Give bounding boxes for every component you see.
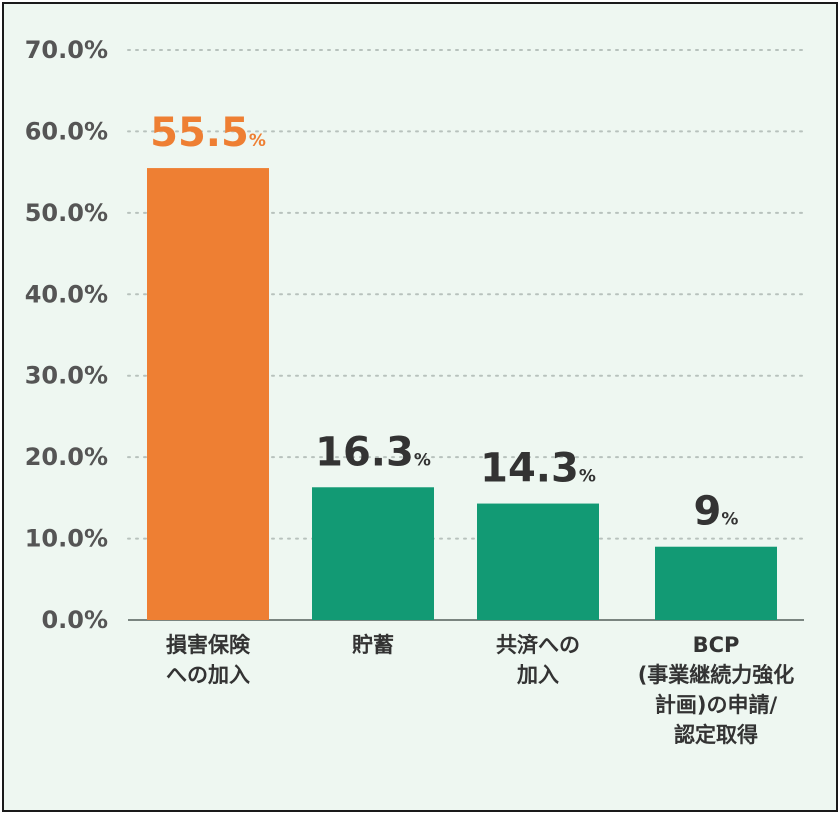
data-label: 9%	[694, 489, 739, 535]
data-label-unit: %	[579, 467, 596, 487]
y-tick-label: 20.0%	[25, 443, 108, 471]
data-label-unit: %	[721, 510, 738, 530]
category-label: 加入	[516, 663, 559, 687]
bar	[655, 546, 777, 620]
y-tick-label: 30.0%	[25, 362, 108, 390]
category-label: 損害保険	[166, 633, 251, 657]
bar	[477, 503, 599, 620]
y-tick-label: 60.0%	[25, 117, 108, 145]
y-tick-label: 0.0%	[41, 606, 108, 634]
y-tick-label: 40.0%	[25, 280, 108, 308]
data-label-value: 9	[694, 489, 722, 535]
bar	[312, 487, 434, 620]
y-tick-label: 10.0%	[25, 525, 108, 553]
data-label-value: 16.3	[315, 429, 414, 475]
data-label-value: 55.5	[150, 110, 249, 156]
category-label: (事業継続力強化	[638, 663, 795, 687]
y-tick-label: 70.0%	[25, 36, 108, 64]
category-label: 共済への	[496, 633, 580, 657]
category-label: への加入	[166, 663, 250, 687]
data-label: 14.3%	[480, 446, 596, 492]
category-label: 貯蓄	[352, 633, 394, 657]
category-label: 認定取得	[674, 723, 758, 747]
category-label: 計画)の申請/	[655, 693, 778, 717]
data-label: 55.5%	[150, 110, 266, 156]
y-tick-label: 50.0%	[25, 199, 108, 227]
bar	[147, 168, 269, 621]
data-label-value: 14.3	[480, 446, 579, 492]
data-label: 16.3%	[315, 429, 431, 475]
bar-chart: 0.0% 10.0% 20.0% 30.0% 40.0% 50.0% 60.0% 70.0% 5…	[25, 36, 805, 747]
data-label-unit: %	[249, 131, 266, 151]
category-label: BCP	[693, 633, 740, 657]
data-label-unit: %	[414, 450, 431, 470]
